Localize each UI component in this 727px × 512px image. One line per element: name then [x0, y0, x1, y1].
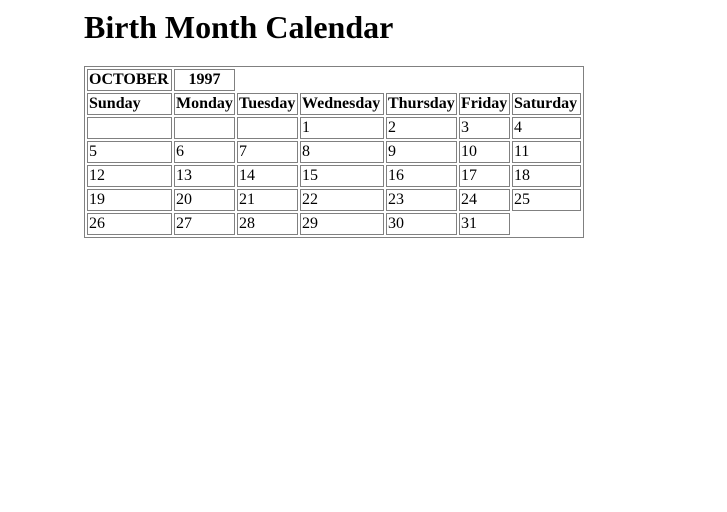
day-cell: 4	[512, 117, 581, 139]
day-cell: 7	[237, 141, 298, 163]
day-cell: 29	[300, 213, 384, 235]
day-cell: 21	[237, 189, 298, 211]
day-cell: 22	[300, 189, 384, 211]
weekday-row: Sunday Monday Tuesday Wednesday Thursday…	[87, 93, 581, 115]
day-cell: 31	[459, 213, 510, 235]
blank-day-cell	[174, 117, 235, 139]
month-name: OCTOBER	[87, 69, 172, 91]
day-cell: 3	[459, 117, 510, 139]
day-cell: 12	[87, 165, 172, 187]
week-rows: 1 2 3 4 5 6 7 8 9 10 11 12 13 14 15 16 17 18 19 20 21 22 23 24 2…	[87, 117, 581, 235]
day-cell: 17	[459, 165, 510, 187]
day-cell: 5	[87, 141, 172, 163]
week-row: 26 27 28 29 30 31	[87, 213, 581, 235]
day-cell: 6	[174, 141, 235, 163]
day-cell: 20	[174, 189, 235, 211]
day-cell: 15	[300, 165, 384, 187]
weekday-thursday: Thursday	[386, 93, 457, 115]
day-cell: 14	[237, 165, 298, 187]
weekday-friday: Friday	[459, 93, 510, 115]
day-cell: 9	[386, 141, 457, 163]
day-cell: 1	[300, 117, 384, 139]
day-cell: 26	[87, 213, 172, 235]
week-row: 5 6 7 8 9 10 11	[87, 141, 581, 163]
day-cell: 11	[512, 141, 581, 163]
day-cell: 16	[386, 165, 457, 187]
day-cell: 2	[386, 117, 457, 139]
day-cell: 25	[512, 189, 581, 211]
day-cell: 24	[459, 189, 510, 211]
week-row: 12 13 14 15 16 17 18	[87, 165, 581, 187]
weekday-monday: Monday	[174, 93, 235, 115]
day-cell: 28	[237, 213, 298, 235]
day-cell: 8	[300, 141, 384, 163]
weekday-tuesday: Tuesday	[237, 93, 298, 115]
weekday-saturday: Saturday	[512, 93, 581, 115]
day-cell: 19	[87, 189, 172, 211]
blank-day-cell	[87, 117, 172, 139]
day-cell: 23	[386, 189, 457, 211]
week-row: 19 20 21 22 23 24 25	[87, 189, 581, 211]
day-cell: 30	[386, 213, 457, 235]
weekday-wednesday: Wednesday	[300, 93, 384, 115]
day-cell: 10	[459, 141, 510, 163]
day-cell: 18	[512, 165, 581, 187]
weekday-sunday: Sunday	[87, 93, 172, 115]
blank-day-cell	[237, 117, 298, 139]
calendar-header-row: OCTOBER 1997	[87, 69, 581, 91]
page-title: Birth Month Calendar	[84, 9, 394, 45]
year: 1997	[174, 69, 235, 91]
day-cell: 27	[174, 213, 235, 235]
calendar-table: OCTOBER 1997 Sunday Monday Tuesday Wedne…	[84, 66, 584, 238]
day-cell: 13	[174, 165, 235, 187]
